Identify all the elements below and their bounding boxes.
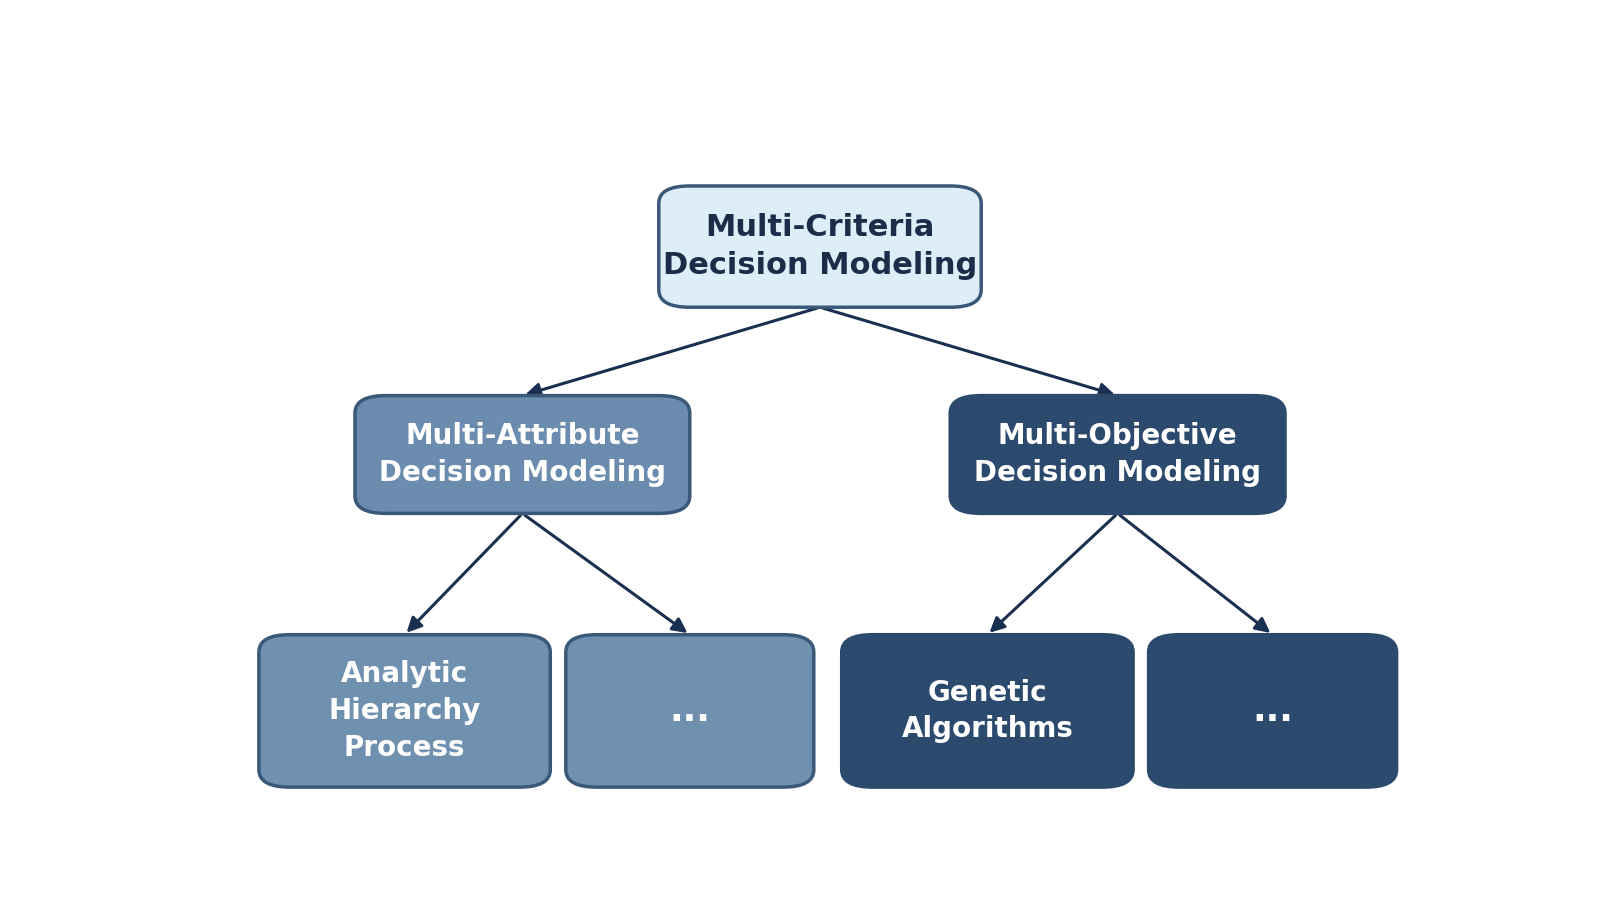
Text: Multi-Criteria
Decision Modeling: Multi-Criteria Decision Modeling <box>662 213 978 280</box>
Text: Multi-Attribute
Decision Modeling: Multi-Attribute Decision Modeling <box>379 422 666 487</box>
Text: Genetic
Algorithms: Genetic Algorithms <box>901 679 1074 743</box>
Text: Multi-Objective
Decision Modeling: Multi-Objective Decision Modeling <box>974 422 1261 487</box>
FancyBboxPatch shape <box>1149 634 1397 788</box>
FancyBboxPatch shape <box>566 634 814 788</box>
FancyBboxPatch shape <box>355 396 690 513</box>
FancyBboxPatch shape <box>659 186 981 307</box>
Text: ...: ... <box>669 694 710 728</box>
Text: ...: ... <box>1253 694 1293 728</box>
FancyBboxPatch shape <box>259 634 550 788</box>
FancyBboxPatch shape <box>842 634 1133 788</box>
FancyBboxPatch shape <box>950 396 1285 513</box>
Text: Analytic
Hierarchy
Process: Analytic Hierarchy Process <box>328 660 480 761</box>
